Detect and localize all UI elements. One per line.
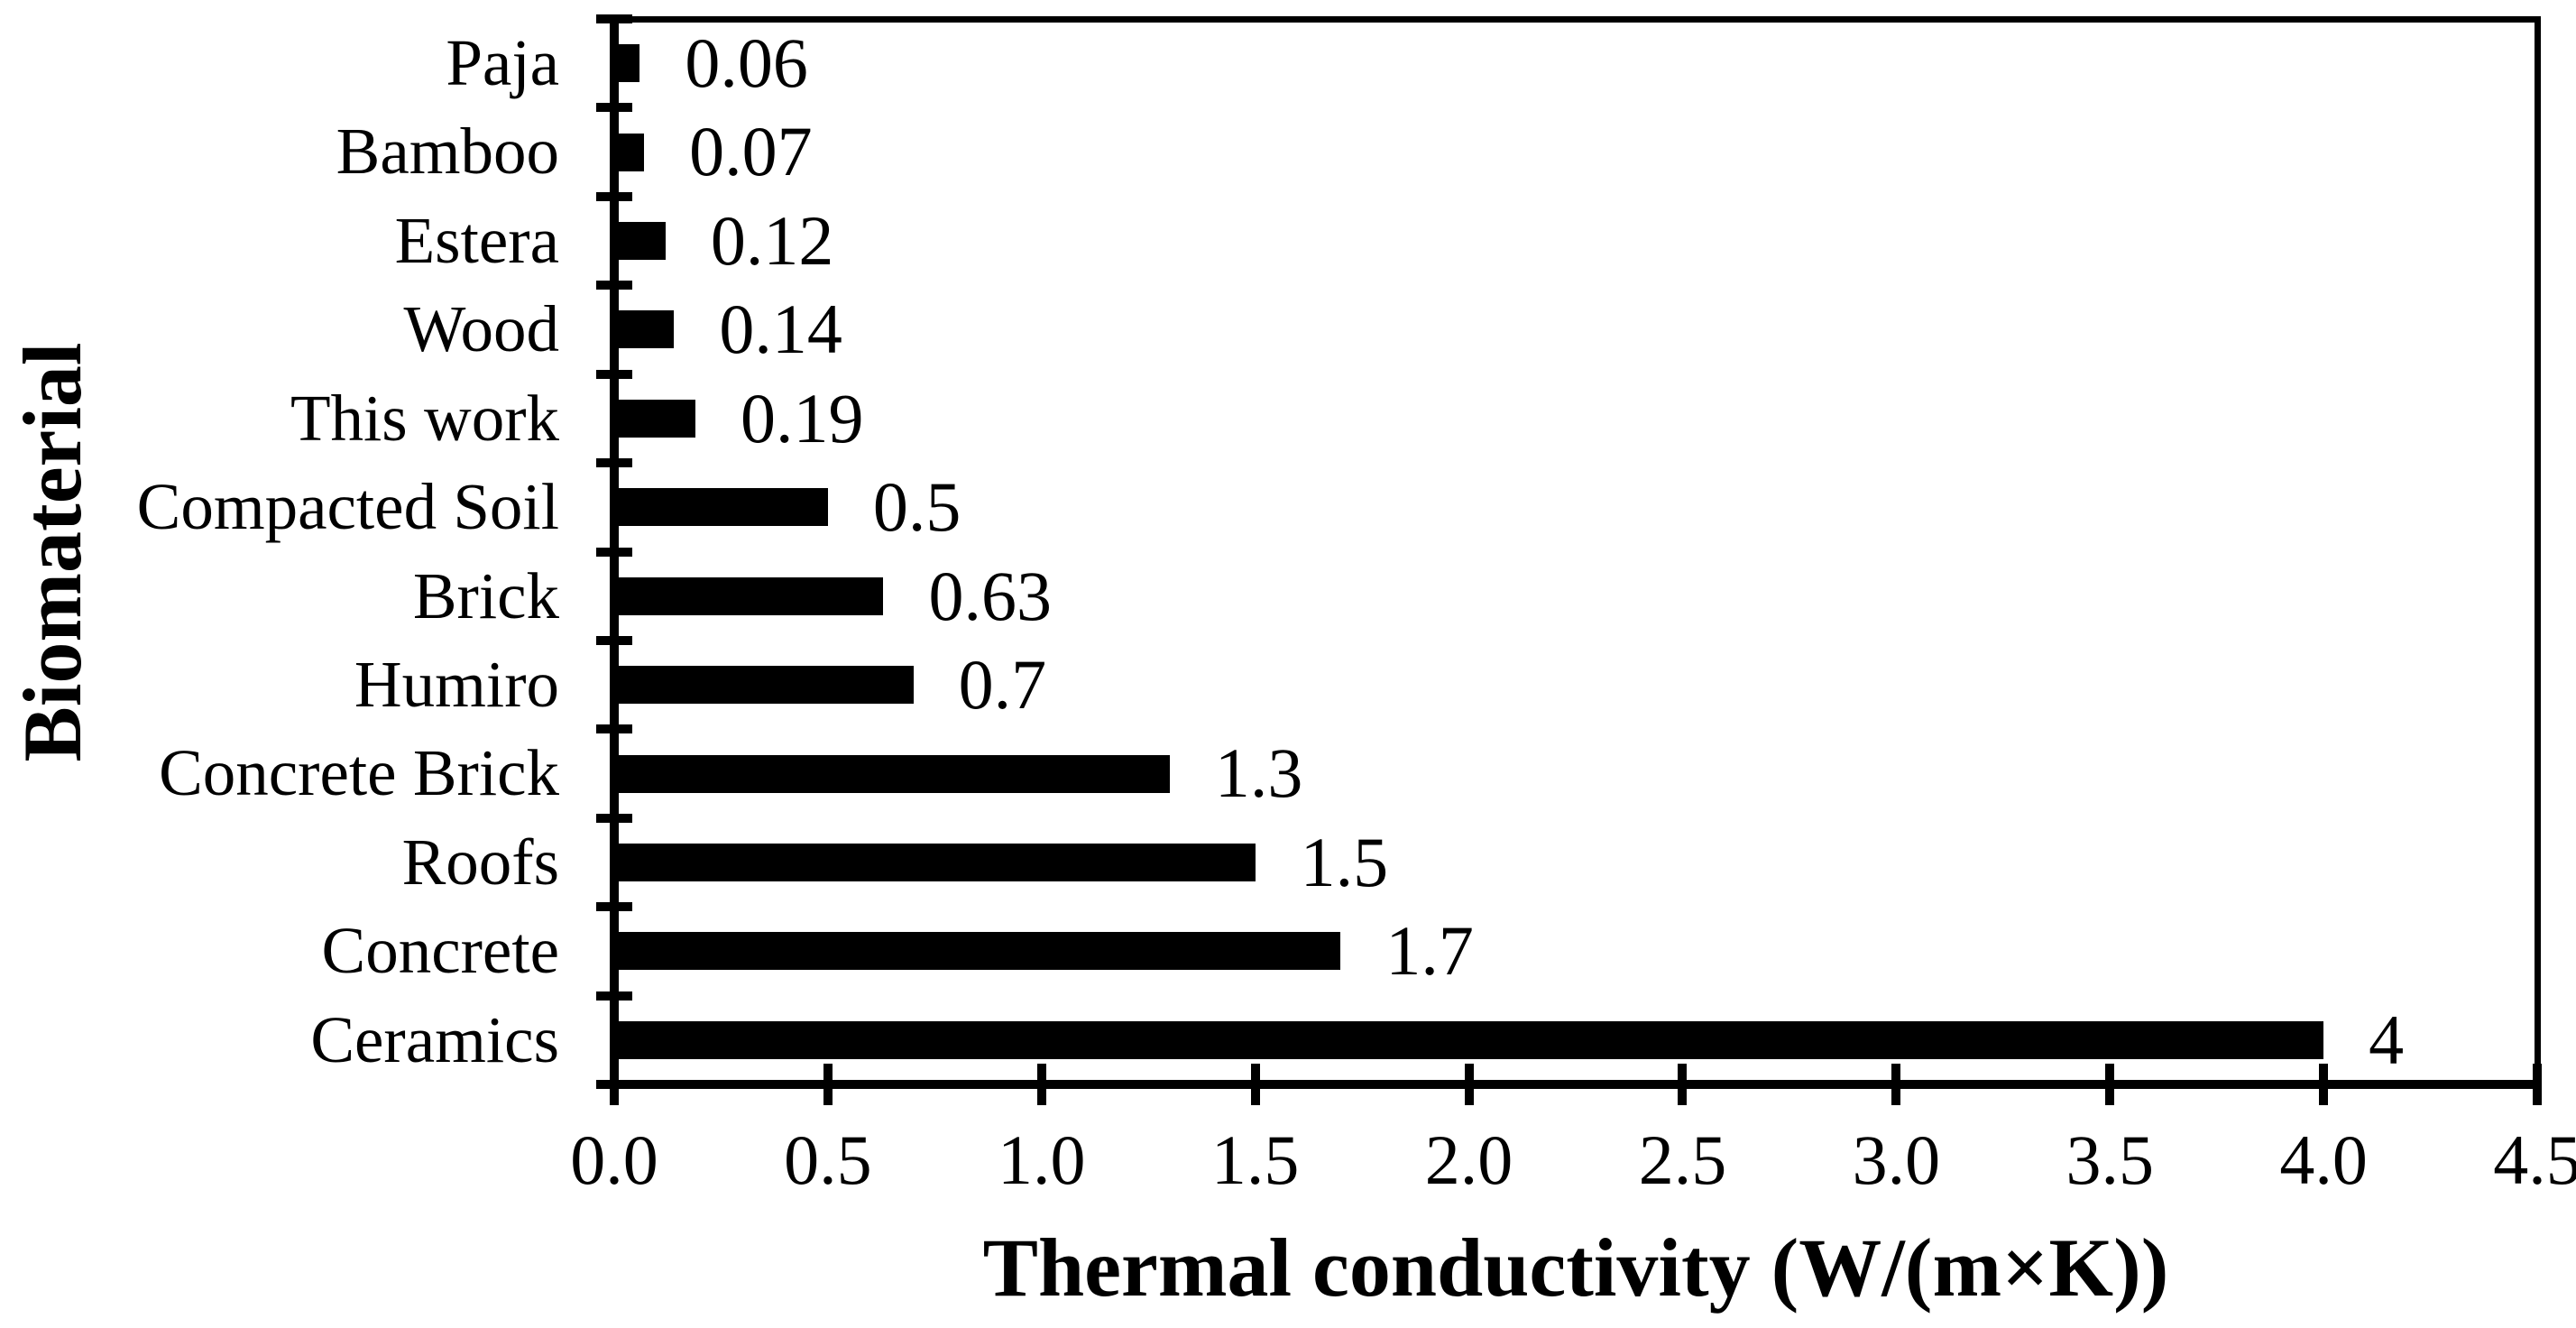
x-axis-tick bbox=[1036, 1064, 1046, 1105]
category-label: Roofs bbox=[401, 825, 559, 899]
category-label: This work bbox=[290, 381, 559, 455]
x-axis-tick bbox=[1250, 1064, 1260, 1105]
category-label: Paja bbox=[446, 26, 559, 99]
x-axis-line bbox=[610, 1080, 2541, 1089]
value-label: 0.12 bbox=[710, 200, 834, 280]
value-label: 1.7 bbox=[1385, 911, 1474, 991]
x-axis-tick bbox=[2533, 1064, 2542, 1105]
x-axis-tick bbox=[1678, 1064, 1688, 1105]
value-label: 0.07 bbox=[689, 112, 813, 191]
bar-humiro bbox=[617, 666, 914, 705]
x-axis-tick bbox=[1464, 1064, 1474, 1105]
category-label: Compacted Soil bbox=[136, 470, 559, 544]
x-axis-tick bbox=[2319, 1064, 2329, 1105]
x-tick-label: 3.5 bbox=[2065, 1120, 2154, 1199]
x-axis-tick bbox=[1891, 1064, 1901, 1105]
x-tick-label: 2.5 bbox=[1638, 1120, 1727, 1199]
bar-roofs bbox=[617, 843, 1256, 881]
bar-estera bbox=[617, 222, 666, 261]
category-label: Concrete Brick bbox=[159, 736, 559, 810]
y-axis-tick bbox=[596, 902, 632, 912]
value-label: 0.19 bbox=[741, 378, 864, 457]
value-label: 0.7 bbox=[958, 644, 1047, 724]
category-label: Estera bbox=[394, 203, 559, 277]
y-axis-tick bbox=[596, 369, 632, 379]
bar-this-work bbox=[617, 399, 696, 438]
category-label: Concrete bbox=[321, 914, 559, 988]
plot-right-border bbox=[2534, 16, 2541, 1089]
bar-bamboo bbox=[617, 133, 645, 171]
x-tick-label: 0.0 bbox=[570, 1120, 658, 1199]
value-label: 4 bbox=[2369, 1000, 2405, 1079]
y-axis-tick bbox=[596, 191, 632, 201]
x-tick-label: 0.5 bbox=[784, 1120, 872, 1199]
y-axis-tick bbox=[596, 724, 632, 734]
category-label: Ceramics bbox=[310, 1002, 559, 1076]
value-label: 0.5 bbox=[872, 467, 961, 547]
bar-ceramics bbox=[617, 1020, 2324, 1059]
value-label: 0.14 bbox=[719, 290, 842, 369]
bar-wood bbox=[617, 310, 675, 349]
x-axis-tick bbox=[2105, 1064, 2115, 1105]
x-tick-label: 4.0 bbox=[2279, 1120, 2368, 1199]
bar-concrete-brick bbox=[617, 754, 1170, 793]
category-label: Brick bbox=[412, 558, 559, 632]
y-axis-tick bbox=[596, 103, 632, 113]
x-tick-label: 2.0 bbox=[1424, 1120, 1513, 1199]
bar-concrete bbox=[617, 932, 1341, 971]
x-axis-tick bbox=[610, 1064, 619, 1105]
category-label: Humiro bbox=[354, 647, 559, 721]
value-label: 1.5 bbox=[1300, 822, 1389, 901]
x-tick-label: 1.0 bbox=[998, 1120, 1086, 1199]
value-label: 1.3 bbox=[1214, 733, 1303, 813]
category-label: Bamboo bbox=[336, 115, 559, 189]
bar-brick bbox=[617, 576, 884, 615]
y-axis-tick bbox=[596, 14, 632, 23]
x-tick-label: 4.5 bbox=[2493, 1120, 2576, 1199]
x-tick-label: 3.0 bbox=[1852, 1120, 1941, 1199]
value-label: 0.63 bbox=[928, 556, 1052, 635]
x-axis-tick bbox=[823, 1064, 833, 1105]
bar-paja bbox=[617, 44, 640, 83]
y-axis-tick bbox=[596, 281, 632, 290]
y-axis-tick bbox=[596, 458, 632, 468]
x-tick-label: 1.5 bbox=[1210, 1120, 1300, 1199]
y-axis-tick bbox=[596, 813, 632, 823]
category-label: Wood bbox=[403, 292, 559, 366]
bar-compacted-soil bbox=[617, 488, 828, 527]
y-axis-tick bbox=[596, 547, 632, 557]
plot-top-border bbox=[610, 16, 2541, 23]
y-axis-tick bbox=[596, 635, 632, 645]
x-axis-title: Thermal conductivity (W/(m×K)) bbox=[982, 1222, 2169, 1314]
y-axis-tick bbox=[596, 991, 632, 1001]
value-label: 0.06 bbox=[685, 23, 808, 102]
